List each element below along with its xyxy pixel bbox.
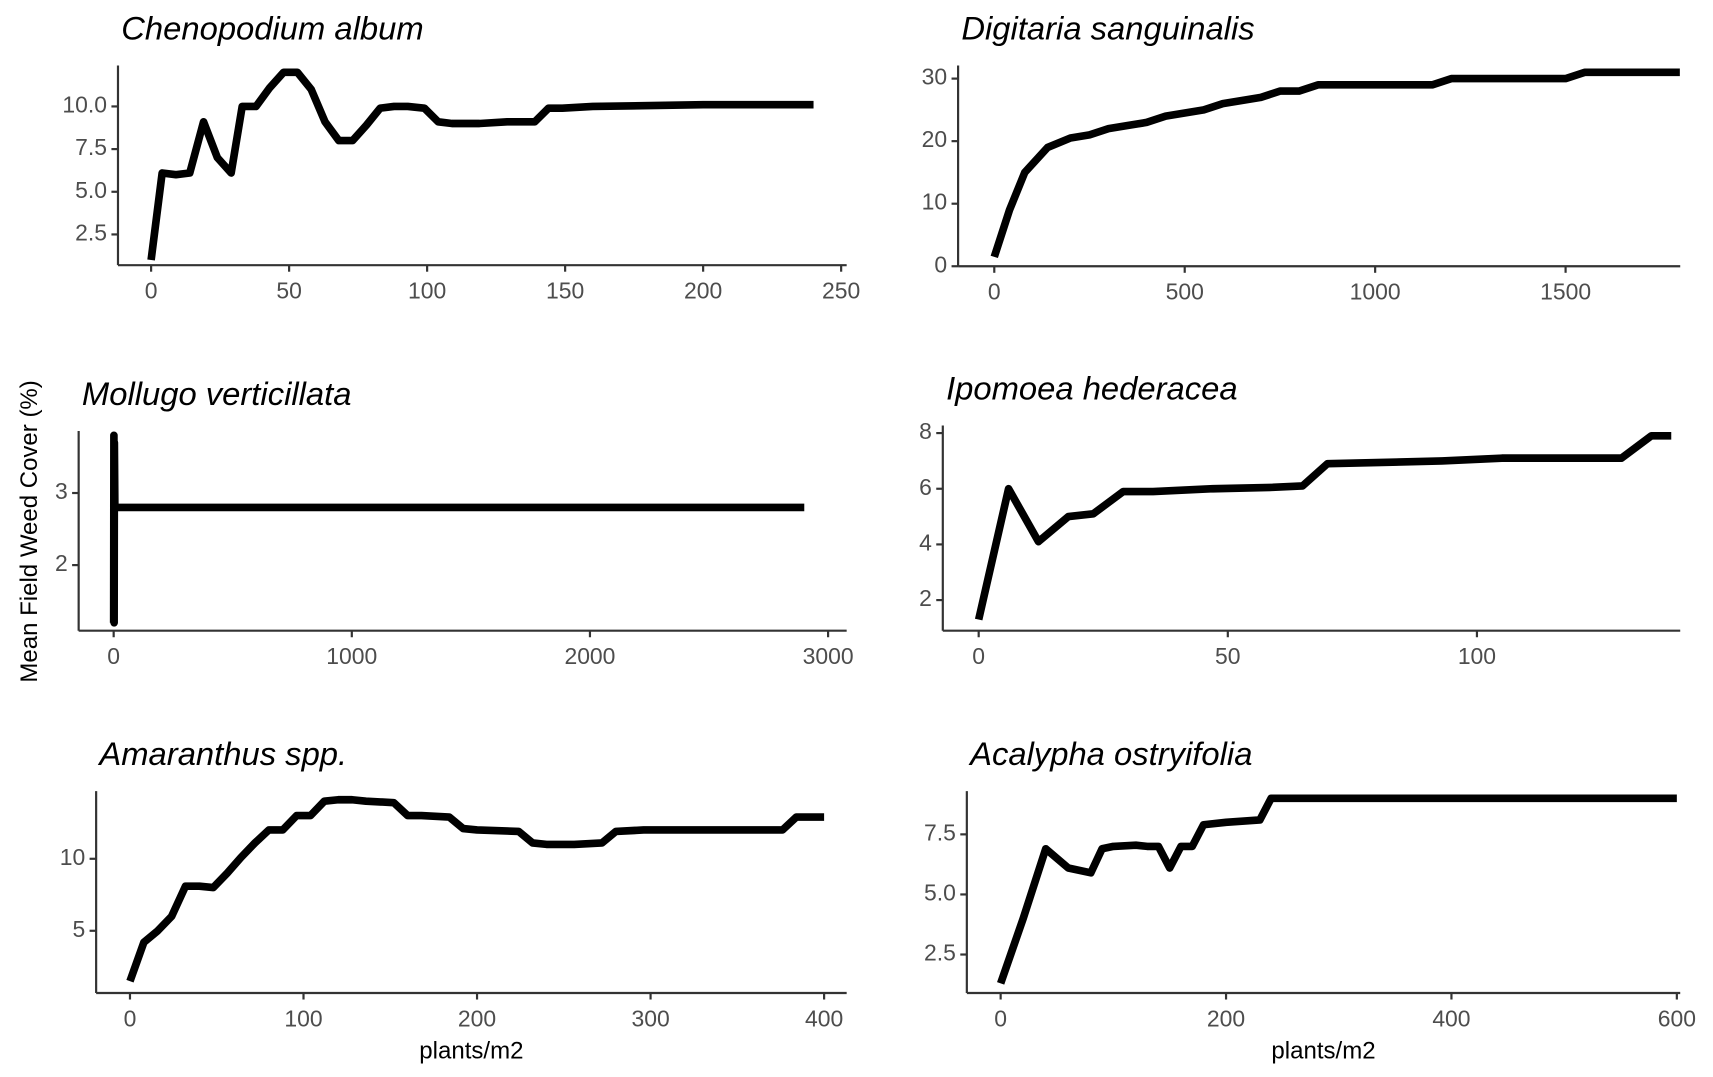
x-tick-label: 50 bbox=[1215, 643, 1240, 669]
x-tick-label: 0 bbox=[124, 1005, 137, 1031]
x-tick-label: 100 bbox=[284, 1005, 322, 1031]
x-tick-label: 1000 bbox=[1350, 279, 1401, 305]
x-tick-label: 100 bbox=[408, 277, 446, 303]
x-tick-label: 0 bbox=[972, 643, 985, 669]
x-tick-label: 600 bbox=[1658, 1005, 1696, 1031]
y-tick-label: 30 bbox=[922, 64, 947, 90]
panel-title: Chenopodium album bbox=[121, 9, 423, 46]
x-tick-label: 200 bbox=[1207, 1005, 1245, 1031]
y-tick-label: 5.0 bbox=[75, 177, 107, 203]
y-tick-label: 3 bbox=[55, 478, 68, 504]
panel-title: Amaranthus spp. bbox=[97, 735, 347, 772]
y-tick-label: 7.5 bbox=[75, 134, 107, 160]
data-line bbox=[147, 68, 814, 261]
y-tick-label: 2.5 bbox=[924, 940, 956, 966]
panel-title: Digitaria sanguinalis bbox=[961, 9, 1254, 46]
y-tick-label: 10 bbox=[60, 844, 85, 870]
x-tick-label: 0 bbox=[994, 1005, 1007, 1031]
y-tick-label: 10.0 bbox=[62, 91, 107, 117]
y-tick-label: 10 bbox=[922, 189, 947, 215]
panel-title: Ipomoea hederacea bbox=[946, 369, 1238, 406]
y-tick-label: 2.5 bbox=[75, 219, 107, 245]
x-tick-label: 300 bbox=[631, 1005, 669, 1031]
y-tick-label: 5 bbox=[72, 916, 85, 942]
x-tick-label: 150 bbox=[546, 277, 584, 303]
data-line bbox=[974, 432, 1672, 621]
x-tick-label: 0 bbox=[107, 643, 120, 669]
y-tick-label: 2 bbox=[55, 550, 68, 576]
x-tick-label: 3000 bbox=[803, 643, 854, 669]
x-tick-label: 400 bbox=[805, 1005, 843, 1031]
y-tick-label: 7.5 bbox=[924, 819, 956, 845]
data-line bbox=[997, 794, 1677, 985]
y-tick-label: 0 bbox=[934, 251, 947, 277]
x-tick-label: 50 bbox=[276, 277, 301, 303]
data-line bbox=[109, 431, 805, 627]
y-tick-label: 4 bbox=[919, 529, 932, 555]
x-axis-label: plants/m2 bbox=[1271, 1037, 1375, 1064]
x-tick-label: 100 bbox=[1458, 643, 1496, 669]
x-tick-label: 0 bbox=[988, 279, 1001, 305]
x-tick-label: 250 bbox=[822, 277, 860, 303]
y-tick-label: 8 bbox=[919, 418, 932, 444]
x-tick-label: 500 bbox=[1166, 279, 1204, 305]
data-line bbox=[126, 795, 825, 983]
panel-title: Mollugo verticillata bbox=[82, 375, 352, 412]
x-axis-label: plants/m2 bbox=[419, 1037, 523, 1064]
x-tick-label: 200 bbox=[458, 1005, 496, 1031]
y-tick-label: 2 bbox=[919, 585, 932, 611]
x-tick-label: 400 bbox=[1432, 1005, 1470, 1031]
y-axis-label: Mean Field Weed Cover (%) bbox=[16, 380, 43, 682]
x-tick-label: 200 bbox=[684, 277, 722, 303]
y-tick-label: 20 bbox=[922, 126, 947, 152]
panel-title: Acalypha ostryifolia bbox=[968, 735, 1252, 772]
y-tick-label: 6 bbox=[919, 474, 932, 500]
x-tick-label: 1000 bbox=[326, 643, 377, 669]
x-tick-label: 0 bbox=[145, 277, 158, 303]
data-line bbox=[990, 68, 1680, 259]
x-tick-label: 2000 bbox=[564, 643, 615, 669]
x-tick-label: 1500 bbox=[1540, 279, 1591, 305]
y-tick-label: 5.0 bbox=[924, 880, 956, 906]
